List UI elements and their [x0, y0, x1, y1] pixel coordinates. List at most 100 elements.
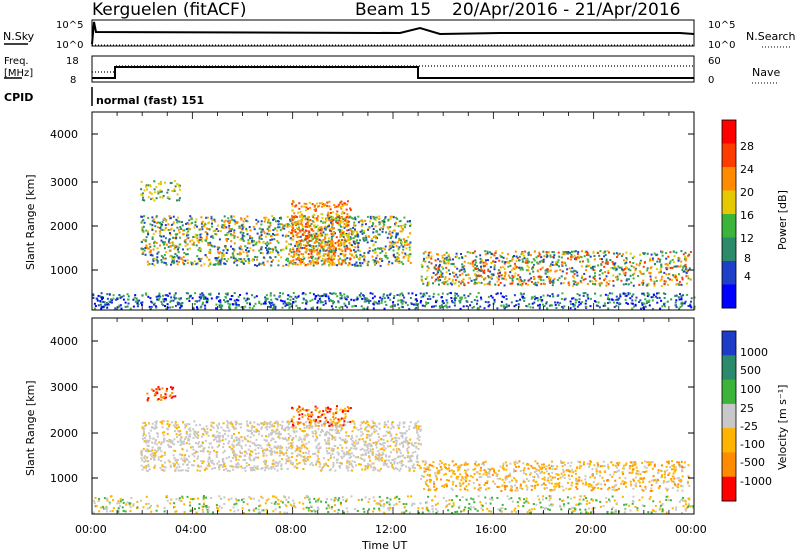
scatter-cell: [233, 299, 236, 302]
scatter-cell: [327, 458, 330, 461]
scatter-cell: [689, 251, 692, 253]
scatter-cell: [333, 254, 336, 257]
scatter-cell: [292, 462, 294, 465]
scatter-cell: [282, 224, 285, 227]
scatter-cell: [678, 280, 681, 283]
scatter-cell: [367, 465, 369, 468]
scatter-cell: [331, 244, 334, 247]
scatter-cell: [407, 446, 410, 449]
scatter-cell: [200, 221, 203, 224]
scatter-cell: [659, 268, 662, 271]
scatter-cell: [158, 292, 161, 295]
scatter-cell: [586, 252, 589, 255]
scatter-cell: [143, 437, 146, 439]
scatter-cell: [314, 430, 317, 432]
scatter-cell: [441, 292, 444, 295]
scatter-cell: [491, 296, 494, 299]
scatter-cell: [167, 245, 170, 248]
scatter-cell: [206, 297, 209, 300]
scatter-cell: [391, 231, 394, 234]
scatter-cell: [155, 420, 158, 423]
scatter-cell: [384, 300, 387, 303]
scatter-cell: [588, 264, 591, 267]
scatter-cell: [282, 453, 285, 456]
scatter-cell: [176, 193, 179, 196]
scatter-cell: [328, 242, 331, 245]
scatter-cell: [140, 193, 143, 196]
scatter-cell: [192, 236, 195, 238]
scatter-cell: [546, 268, 549, 270]
scatter-cell: [323, 464, 326, 467]
scatter-cell: [295, 258, 298, 261]
scatter-cell: [459, 297, 462, 300]
scatter-cell: [176, 221, 179, 224]
scatter-cell: [576, 283, 579, 286]
scatter-cell: [355, 447, 358, 450]
scatter-cell: [313, 250, 316, 253]
scatter-cell: [239, 294, 241, 296]
scatter-cell: [396, 439, 398, 442]
scatter-cell: [373, 216, 376, 219]
scatter-cell: [92, 297, 95, 299]
scatter-cell: [493, 264, 496, 267]
scatter-cell: [445, 304, 448, 307]
scatter-cell: [578, 301, 581, 304]
scatter-cell: [328, 228, 331, 231]
scatter-cell: [235, 458, 238, 461]
scatter-cell: [383, 248, 386, 251]
scatter-cell: [299, 263, 302, 266]
scatter-cell: [612, 274, 615, 277]
scatter-cell: [291, 452, 294, 455]
scatter-cell: [395, 245, 398, 248]
scatter-cell: [352, 217, 355, 220]
scatter-cell: [172, 222, 175, 225]
scatter-cell: [187, 227, 190, 230]
scatter-cell: [401, 251, 404, 254]
scatter-cell: [339, 444, 342, 447]
scatter-cell: [260, 220, 263, 223]
scatter-cell: [543, 283, 546, 286]
scatter-cell: [348, 242, 351, 244]
scatter-cell: [281, 226, 284, 229]
scatter-cell: [519, 298, 522, 301]
scatter-cell: [276, 432, 279, 435]
scatter-cell: [343, 422, 346, 425]
scatter-cell: [350, 434, 353, 437]
scatter-cell: [165, 299, 168, 302]
scatter-cell: [258, 249, 261, 252]
scatter-cell: [171, 306, 174, 309]
scatter-cell: [200, 444, 203, 447]
scatter-cell: [211, 459, 214, 462]
scatter-cell: [199, 293, 202, 296]
scatter-cell: [270, 235, 272, 237]
scatter-cell: [652, 296, 655, 298]
scatter-cell: [150, 198, 153, 201]
scatter-cell: [146, 188, 148, 191]
scatter-cell: [305, 240, 308, 243]
scatter-cell: [315, 431, 318, 434]
scatter-cell: [274, 305, 277, 308]
scatter-cell: [357, 456, 359, 459]
scatter-cell: [293, 424, 296, 427]
scatter-cell: [398, 469, 401, 472]
scatter-cell: [649, 278, 652, 281]
scatter-cell: [230, 228, 233, 231]
scatter-cell: [627, 278, 630, 281]
scatter-cell: [266, 244, 269, 247]
scatter-cell: [444, 257, 446, 260]
scatter-cell: [140, 180, 143, 183]
scatter-cell: [342, 452, 345, 455]
scatter-cell: [314, 257, 317, 260]
scatter-cell: [308, 244, 311, 247]
scatter-cell: [619, 293, 622, 296]
scatter-cell: [330, 254, 333, 257]
scatter-cell: [345, 208, 348, 211]
scatter-cell: [269, 222, 272, 225]
scatter-cell: [266, 297, 269, 300]
scatter-cell: [380, 248, 382, 251]
scatter-cell: [269, 251, 272, 254]
scatter-cell: [168, 292, 171, 295]
scatter-cell: [230, 245, 232, 248]
scatter-cell: [358, 250, 361, 252]
scatter-cell: [145, 184, 148, 187]
